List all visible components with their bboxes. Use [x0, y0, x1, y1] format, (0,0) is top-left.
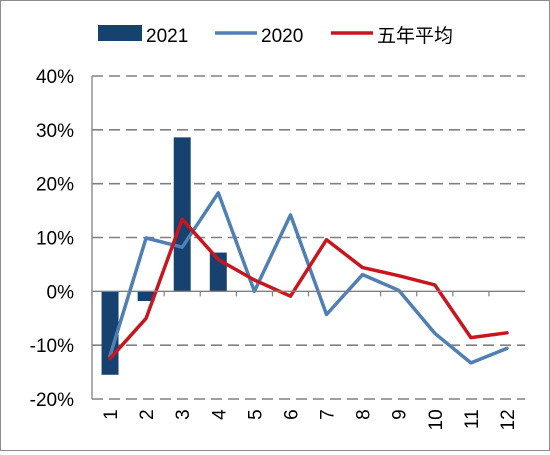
legend-label-2021: 2021: [146, 26, 188, 47]
x-tick-label: 11: [462, 409, 483, 429]
x-tick-label: 2: [137, 409, 158, 420]
y-tick-label: 0%: [47, 282, 75, 303]
bar: [137, 291, 155, 302]
x-tick-label: 4: [209, 409, 230, 420]
y-tick-label: 30%: [36, 121, 74, 142]
gridlines: [92, 75, 525, 400]
x-tick-label: 6: [282, 409, 303, 420]
legend: 2021 2020 五年平均: [98, 25, 453, 47]
legend-label-2020: 2020: [261, 26, 303, 47]
x-tick-label: 8: [354, 409, 375, 420]
legend-swatch-2021: [98, 25, 142, 41]
x-tick-label: 12: [498, 409, 519, 430]
y-tick-label: -20%: [30, 390, 74, 411]
y-tick-label: 20%: [36, 175, 74, 196]
x-tick-label: 1: [101, 409, 122, 420]
axes: [91, 76, 525, 399]
x-axis-tick-labels: 1 2 3 4 5 6 7 8 9 10 11 12: [101, 409, 519, 431]
line-series: [108, 191, 509, 365]
legend-label-five-year-average: 五年平均: [377, 25, 453, 47]
x-tick-label: 3: [173, 409, 194, 420]
bar-series-2021: [101, 137, 227, 375]
bar: [173, 137, 191, 292]
y-tick-label: 40%: [36, 67, 74, 88]
x-tick-label: 10: [426, 409, 447, 430]
line-series-1: [108, 191, 509, 365]
x-tick-label: 7: [318, 409, 339, 420]
x-tick-label: 9: [390, 409, 411, 420]
x-tick-label: 5: [245, 409, 266, 420]
line-series-2: [108, 217, 509, 361]
y-tick-label: 10%: [36, 229, 74, 250]
y-axis-tick-labels: 40% 30% 20% 10% 0% -10% -20%: [30, 67, 74, 411]
y-tick-label: -10%: [30, 336, 74, 357]
